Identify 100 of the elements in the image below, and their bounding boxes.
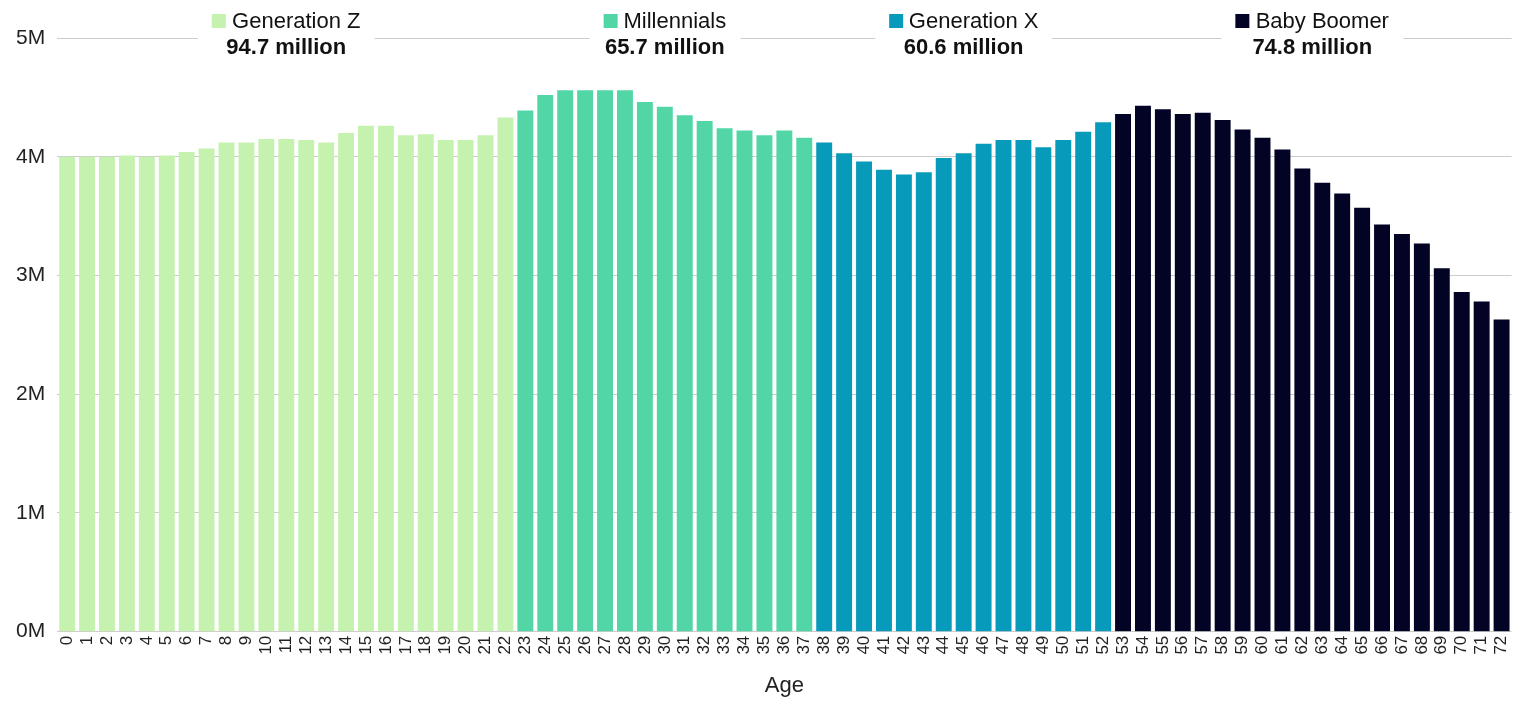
bar bbox=[617, 90, 633, 632]
x-tick-label: 65 bbox=[1351, 635, 1371, 655]
x-tick-label: 69 bbox=[1431, 635, 1451, 655]
bar bbox=[756, 135, 773, 632]
y-tick-label: 5M bbox=[15, 24, 46, 48]
x-tick-label: 61 bbox=[1272, 635, 1292, 655]
y-tick-label: 0M bbox=[15, 618, 46, 642]
bar bbox=[138, 156, 155, 632]
bar bbox=[995, 140, 1012, 632]
x-tick-label: 54 bbox=[1132, 635, 1152, 655]
bar bbox=[716, 128, 733, 632]
x-tick-label: 50 bbox=[1052, 635, 1072, 655]
bar bbox=[158, 155, 175, 632]
bar bbox=[836, 153, 853, 632]
x-tick-label: 3 bbox=[116, 635, 136, 646]
x-tick-label: 14 bbox=[335, 635, 355, 655]
bar bbox=[477, 135, 494, 632]
x-tick-label: 40 bbox=[853, 635, 873, 655]
x-tick-label: 46 bbox=[973, 635, 993, 655]
bar bbox=[915, 172, 932, 632]
bar bbox=[198, 148, 215, 632]
x-tick-label: 64 bbox=[1331, 635, 1351, 655]
bar bbox=[975, 143, 992, 632]
legend-label: Generation Z bbox=[232, 8, 361, 34]
bar bbox=[1334, 193, 1351, 632]
bar bbox=[318, 142, 335, 632]
x-tick-label: 17 bbox=[395, 635, 415, 655]
bar bbox=[1254, 137, 1271, 632]
bar bbox=[597, 90, 614, 632]
bar bbox=[258, 138, 275, 632]
x-tick-label: 32 bbox=[694, 635, 714, 655]
x-tick-label: 56 bbox=[1172, 635, 1192, 655]
bar bbox=[557, 90, 574, 632]
bar bbox=[1174, 113, 1191, 632]
bar bbox=[895, 174, 912, 632]
bar bbox=[935, 157, 952, 632]
x-tick-label: 36 bbox=[774, 635, 794, 655]
x-tick-label: 57 bbox=[1192, 635, 1212, 655]
bar bbox=[1473, 301, 1490, 632]
x-tick-label: 70 bbox=[1451, 635, 1471, 655]
bar bbox=[636, 102, 653, 632]
x-tick-label: 58 bbox=[1212, 635, 1232, 655]
bar bbox=[776, 130, 793, 632]
y-tick-label: 4M bbox=[15, 143, 46, 167]
bar bbox=[696, 121, 713, 632]
annotation: 94.7 million bbox=[225, 34, 348, 60]
bar bbox=[1294, 168, 1311, 632]
x-tick-label: 13 bbox=[315, 635, 335, 655]
x-tick-label: 9 bbox=[236, 635, 256, 646]
x-tick-label: 6 bbox=[176, 635, 196, 646]
bar bbox=[1453, 292, 1470, 632]
bar bbox=[417, 134, 434, 632]
x-tick-label: 67 bbox=[1391, 635, 1411, 655]
x-tick-label: 1 bbox=[76, 635, 96, 646]
x-tick-label: 7 bbox=[196, 635, 216, 646]
legend-label: Millennials bbox=[623, 8, 727, 34]
x-tick-label: 21 bbox=[475, 635, 495, 655]
bar bbox=[1035, 147, 1052, 632]
x-tick-label: 42 bbox=[893, 635, 913, 655]
x-tick-label: 66 bbox=[1371, 635, 1391, 655]
x-tick-label: 8 bbox=[216, 635, 236, 646]
bar bbox=[457, 140, 474, 632]
x-tick-label: 15 bbox=[355, 635, 375, 655]
bar bbox=[1214, 119, 1231, 632]
x-tick-label: 43 bbox=[913, 635, 933, 655]
x-tick-label: 41 bbox=[873, 635, 893, 655]
bar bbox=[298, 140, 315, 632]
bar bbox=[118, 155, 135, 632]
x-tick-label: 28 bbox=[614, 635, 634, 655]
bar bbox=[1154, 109, 1171, 632]
x-tick-label: 23 bbox=[515, 635, 535, 655]
bar bbox=[178, 151, 195, 632]
bar bbox=[1194, 112, 1211, 632]
x-tick-label: 62 bbox=[1292, 635, 1312, 655]
x-tick-label: 59 bbox=[1232, 635, 1252, 655]
bar bbox=[955, 153, 972, 632]
bar bbox=[796, 137, 813, 632]
bar bbox=[377, 125, 394, 632]
x-tick-label: 34 bbox=[734, 635, 754, 655]
x-tick-label: 45 bbox=[953, 635, 973, 655]
bar bbox=[218, 142, 235, 632]
x-tick-label: 55 bbox=[1152, 635, 1172, 655]
x-tick-label: 20 bbox=[455, 635, 475, 655]
bar bbox=[1413, 243, 1430, 632]
x-tick-label: 12 bbox=[295, 635, 315, 655]
bar bbox=[736, 130, 753, 632]
x-tick-label: 33 bbox=[714, 635, 734, 655]
x-tick-label: 44 bbox=[933, 635, 953, 655]
x-tick-label: 24 bbox=[534, 635, 554, 655]
bar bbox=[1055, 140, 1072, 632]
bar bbox=[577, 90, 594, 632]
x-tick-label: 51 bbox=[1072, 635, 1092, 655]
bar bbox=[1115, 113, 1132, 632]
annotation: 65.7 million bbox=[603, 34, 726, 60]
x-tick-label: 37 bbox=[793, 635, 813, 655]
x-tick-label: 47 bbox=[993, 635, 1013, 655]
x-tick-label: 19 bbox=[435, 635, 455, 655]
annotation: 60.6 million bbox=[902, 34, 1025, 60]
annotation: 74.8 million bbox=[1251, 34, 1374, 60]
x-tick-label: 49 bbox=[1033, 635, 1053, 655]
